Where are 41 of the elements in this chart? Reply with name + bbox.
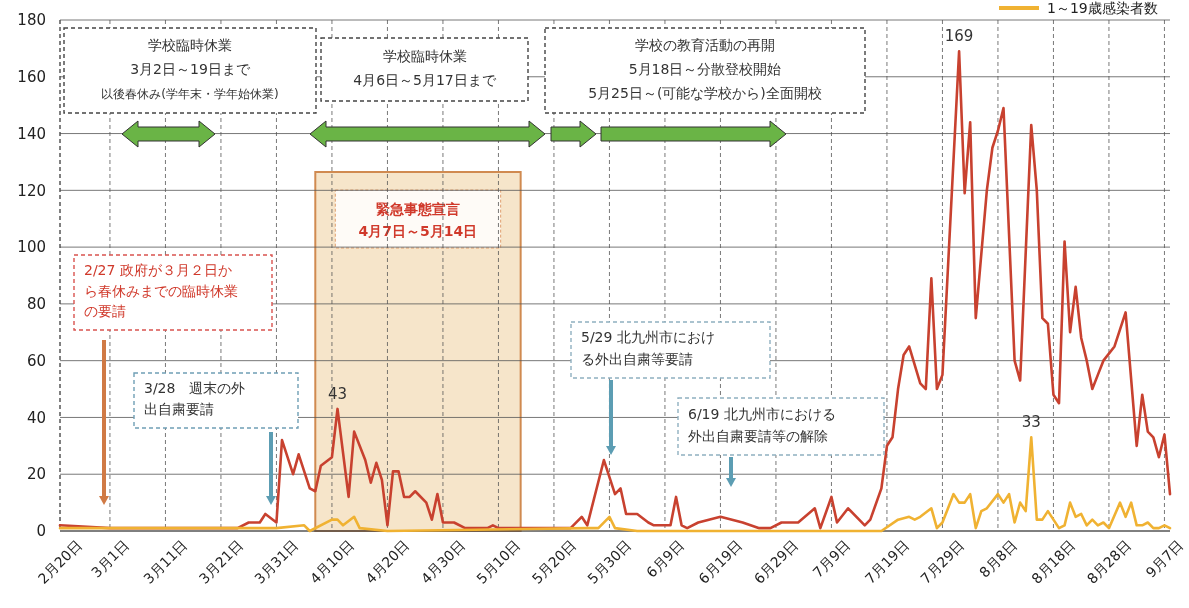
annotation: 3/28 週末の外出自粛要請 (144, 380, 246, 418)
x-tick-label: 4月10日 (306, 536, 357, 587)
y-tick-label: 20 (26, 465, 46, 484)
x-tick-label: 6月29日 (750, 536, 801, 587)
annotation: 学校臨時休業4月6日～5月17日まで (353, 48, 497, 89)
x-tick-label: 5月20日 (528, 536, 579, 587)
x-tick-label: 6月19日 (695, 536, 746, 587)
x-tick-label: 5月10日 (473, 536, 524, 587)
x-tick-label: 4月30日 (417, 536, 468, 587)
y-tick-label: 100 (17, 238, 46, 257)
annotation: 43 (327, 384, 348, 403)
annotation: 6/19 北九州市における外出自粛要請等の解除 (688, 405, 836, 444)
x-tick-label: 7月9日 (809, 536, 854, 581)
x-tick-label: 3月21日 (195, 536, 246, 587)
x-tick-label: 8月8日 (976, 536, 1020, 581)
x-tick-label: 8月28日 (1083, 536, 1134, 587)
y-tick-label: 60 (26, 351, 46, 370)
x-tick-label: 4月20日 (362, 536, 413, 587)
x-tick-label: 3月1日 (88, 536, 132, 581)
x-tick-label: 7月29日 (917, 536, 968, 587)
annotation: 5/29 北九州市における外出自粛等要請 (581, 329, 715, 367)
x-tick-label: 3月31日 (251, 536, 302, 587)
y-tick-label: 40 (26, 408, 46, 427)
x-tick-label: 5月30日 (584, 536, 635, 587)
x-tick-label: 8月18日 (1028, 536, 1079, 587)
y-tick-label: 80 (26, 295, 46, 314)
x-tick-label: 3月11日 (140, 536, 191, 587)
y-tick-label: 120 (17, 181, 46, 200)
annotation: 学校の教育活動の再開5月18日～分散登校開始5月25日～(可能な学校から)全面開校 (588, 37, 822, 101)
x-tick-label: 7月19日 (861, 536, 912, 587)
annotation: 学校臨時休業3月2日～19日まで以後春休み(学年末・学年始休業) (101, 37, 279, 101)
annotation: 169 (944, 27, 974, 46)
y-tick-label: 160 (17, 68, 46, 87)
x-tick-label: 6月9日 (643, 536, 687, 581)
y-tick-label: 180 (17, 11, 46, 30)
legend-label: 1～19歳感染者数 (1047, 0, 1158, 16)
band-label: 緊急事態宣言4月7日～5月14日 (358, 201, 478, 239)
y-tick-label: 140 (17, 124, 46, 143)
annotation: 2/27 政府が３月２日から春休みまでの臨時休業の要請 (84, 261, 238, 320)
x-tick-label: 9月7日 (1142, 536, 1187, 581)
annotation: 33 (1021, 413, 1041, 432)
